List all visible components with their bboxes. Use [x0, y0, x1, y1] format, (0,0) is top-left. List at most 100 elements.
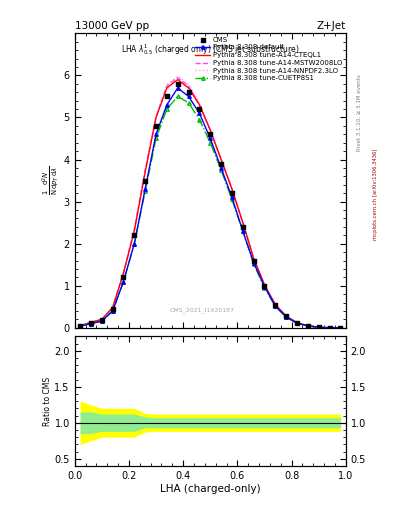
CMS [99, 316, 105, 325]
Pythia 8.308 tune-CUETP8S1 [305, 323, 310, 329]
Pythia 8.308 tune-CUETP8S1 [219, 167, 224, 173]
Pythia 8.308 default [327, 325, 332, 331]
CMS [153, 122, 159, 130]
Pythia 8.308 tune-A14-MSTW2008LO [284, 313, 288, 319]
Pythia 8.308 default [186, 93, 191, 99]
Pythia 8.308 tune-CUETP8S1 [165, 106, 169, 112]
Pythia 8.308 tune-CUETP8S1 [262, 285, 267, 291]
Pythia 8.308 tune-A14-CTEQL1 [262, 282, 267, 288]
CMS [250, 257, 257, 265]
Pythia 8.308 tune-A14-NNPDF2.3LO [132, 225, 137, 231]
Pythia 8.308 default [338, 325, 343, 331]
Pythia 8.308 default [78, 323, 83, 329]
Y-axis label: Ratio to CMS: Ratio to CMS [43, 376, 51, 425]
Pythia 8.308 tune-A14-MSTW2008LO [295, 319, 299, 326]
Pythia 8.308 tune-A14-MSTW2008LO [305, 323, 310, 329]
Pythia 8.308 tune-A14-NNPDF2.3LO [251, 254, 256, 261]
Pythia 8.308 default [316, 324, 321, 330]
Pythia 8.308 tune-CUETP8S1 [99, 318, 104, 324]
Pythia 8.308 default [143, 186, 147, 192]
Pythia 8.308 tune-A14-CTEQL1 [316, 324, 321, 330]
Pythia 8.308 tune-CUETP8S1 [78, 323, 83, 329]
Pythia 8.308 tune-A14-MSTW2008LO [78, 323, 83, 329]
Text: Rivet 3.1.10, ≥ 3.1M events: Rivet 3.1.10, ≥ 3.1M events [357, 74, 362, 151]
CMS [240, 223, 246, 231]
CMS [185, 88, 192, 96]
Text: CMS_2021_I1920187: CMS_2021_I1920187 [170, 307, 235, 313]
Pythia 8.308 default [121, 279, 126, 285]
Pythia 8.308 tune-A14-CTEQL1 [88, 319, 93, 326]
Pythia 8.308 default [99, 318, 104, 324]
Pythia 8.308 tune-A14-CTEQL1 [338, 325, 343, 331]
Pythia 8.308 tune-A14-CTEQL1 [78, 323, 83, 329]
Pythia 8.308 tune-A14-MSTW2008LO [197, 102, 202, 108]
Pythia 8.308 default [165, 102, 169, 108]
Pythia 8.308 tune-CUETP8S1 [230, 197, 234, 203]
Pythia 8.308 tune-A14-CTEQL1 [305, 323, 310, 329]
Pythia 8.308 tune-A14-CTEQL1 [132, 228, 137, 234]
Pythia 8.308 tune-A14-CTEQL1 [273, 302, 278, 308]
Pythia 8.308 default [273, 303, 278, 309]
Pythia 8.308 tune-A14-MSTW2008LO [273, 302, 278, 308]
Pythia 8.308 tune-A14-CTEQL1 [154, 114, 158, 120]
Text: Z+Jet: Z+Jet [317, 20, 346, 31]
Text: mcplots.cern.ch [arXiv:1306.3436]: mcplots.cern.ch [arXiv:1306.3436] [373, 149, 378, 240]
Pythia 8.308 tune-A14-NNPDF2.3LO [186, 81, 191, 88]
Pythia 8.308 tune-A14-CTEQL1 [99, 316, 104, 323]
Pythia 8.308 tune-A14-NNPDF2.3LO [262, 282, 267, 288]
Pythia 8.308 tune-A14-NNPDF2.3LO [99, 316, 104, 323]
Pythia 8.308 default [219, 165, 224, 171]
Line: Pythia 8.308 default: Pythia 8.308 default [78, 86, 342, 330]
Pythia 8.308 tune-A14-CTEQL1 [197, 102, 202, 108]
CMS [337, 324, 343, 332]
Pythia 8.308 tune-A14-CTEQL1 [165, 85, 169, 91]
Pythia 8.308 tune-A14-NNPDF2.3LO [219, 156, 224, 162]
Pythia 8.308 tune-A14-NNPDF2.3LO [284, 313, 288, 319]
Pythia 8.308 tune-A14-NNPDF2.3LO [327, 325, 332, 331]
Pythia 8.308 tune-CUETP8S1 [121, 279, 126, 285]
Pythia 8.308 tune-A14-CTEQL1 [284, 313, 288, 319]
Pythia 8.308 tune-A14-NNPDF2.3LO [273, 301, 278, 307]
Pythia 8.308 tune-A14-MSTW2008LO [262, 282, 267, 288]
Pythia 8.308 tune-CUETP8S1 [132, 241, 137, 247]
Pythia 8.308 tune-CUETP8S1 [154, 135, 158, 141]
Pythia 8.308 default [262, 284, 267, 290]
Pythia 8.308 tune-A14-CTEQL1 [327, 325, 332, 331]
CMS [305, 322, 311, 330]
Pythia 8.308 tune-CUETP8S1 [241, 228, 245, 234]
Text: 13000 GeV pp: 13000 GeV pp [75, 20, 149, 31]
CMS [110, 305, 116, 313]
Pythia 8.308 tune-A14-NNPDF2.3LO [295, 319, 299, 326]
Pythia 8.308 tune-A14-NNPDF2.3LO [78, 323, 83, 329]
Pythia 8.308 tune-A14-CTEQL1 [295, 319, 299, 326]
CMS [294, 318, 300, 327]
Pythia 8.308 default [88, 321, 93, 327]
Line: Pythia 8.308 tune-A14-NNPDF2.3LO: Pythia 8.308 tune-A14-NNPDF2.3LO [80, 76, 340, 328]
CMS [261, 282, 268, 290]
CMS [272, 301, 279, 309]
Pythia 8.308 tune-CUETP8S1 [208, 140, 213, 146]
Pythia 8.308 tune-A14-MSTW2008LO [154, 114, 158, 120]
Pythia 8.308 default [154, 131, 158, 137]
Pythia 8.308 tune-A14-NNPDF2.3LO [154, 112, 158, 118]
CMS [327, 324, 333, 332]
Pythia 8.308 default [110, 308, 115, 314]
Pythia 8.308 tune-CUETP8S1 [327, 325, 332, 331]
CMS [88, 318, 94, 327]
CMS [164, 92, 170, 100]
Pythia 8.308 tune-A14-CTEQL1 [121, 270, 126, 276]
Pythia 8.308 tune-A14-MSTW2008LO [219, 157, 224, 163]
Pythia 8.308 default [230, 195, 234, 201]
Pythia 8.308 tune-A14-MSTW2008LO [186, 83, 191, 89]
Pythia 8.308 tune-A14-NNPDF2.3LO [165, 81, 169, 88]
Pythia 8.308 tune-A14-CTEQL1 [208, 127, 213, 133]
Pythia 8.308 tune-CUETP8S1 [175, 93, 180, 99]
Pythia 8.308 tune-A14-CTEQL1 [143, 169, 147, 175]
Pythia 8.308 tune-CUETP8S1 [110, 308, 115, 314]
Pythia 8.308 tune-A14-NNPDF2.3LO [197, 100, 202, 106]
Pythia 8.308 tune-A14-NNPDF2.3LO [175, 73, 180, 79]
Pythia 8.308 default [132, 241, 137, 247]
Pythia 8.308 tune-A14-NNPDF2.3LO [208, 126, 213, 132]
Pythia 8.308 default [284, 314, 288, 320]
CMS [218, 160, 224, 168]
